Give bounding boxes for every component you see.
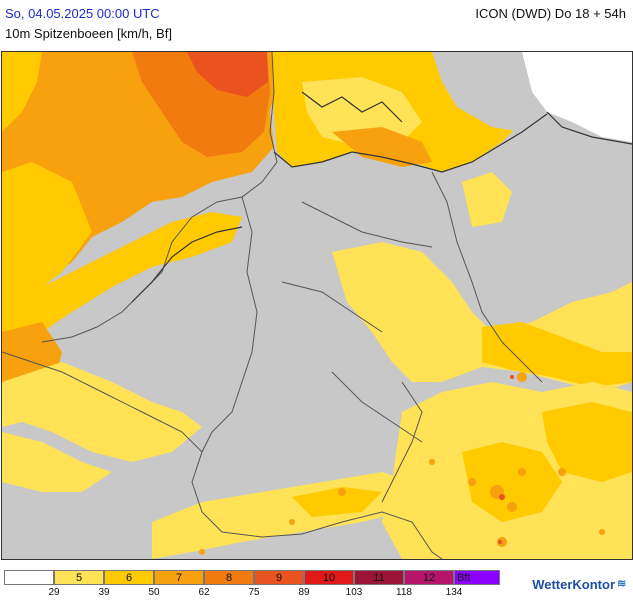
gust-zone-baltic-orange	[332, 127, 432, 167]
gust-zone-north-sea-peak	[187, 52, 268, 97]
gust-zone-poland-north	[462, 172, 512, 227]
legend-cell-7: 7	[154, 570, 204, 585]
brand-name: WetterKontor	[532, 577, 615, 592]
threshold-29: 29	[48, 587, 60, 598]
legend-label-bft: Bft	[457, 571, 471, 584]
legend-cell-10: 10	[304, 570, 354, 585]
legend-cell-8: 8	[204, 570, 254, 585]
legend-label-11: 11	[373, 571, 385, 584]
gust-zone-east-inner	[542, 402, 632, 482]
land-scandinavia	[432, 52, 547, 132]
gust-zone-alps-inner	[292, 487, 382, 517]
wind-icon: ≋	[617, 578, 627, 590]
legend-label-7: 7	[175, 571, 183, 584]
wind-gust-map	[1, 51, 633, 560]
threshold-89: 89	[298, 587, 310, 598]
legend-label-12: 12	[422, 571, 436, 584]
threshold-118: 118	[396, 587, 412, 598]
legend-cell-0	[4, 570, 54, 585]
legend-label-9: 9	[275, 571, 283, 584]
forecast-datetime: So, 04.05.2025 00:00 UTC	[5, 6, 160, 21]
threshold-103: 103	[345, 587, 363, 598]
legend-label-8: 8	[225, 571, 233, 584]
gust-zone-nw-corner	[2, 52, 42, 132]
gust-hotspots-strong	[498, 375, 514, 544]
brand-logo[interactable]: WetterKontor ≋	[532, 577, 627, 592]
legend-cell-11: 11	[354, 570, 404, 585]
map-subtitle: 10m Spitzenboeen [km/h, Bf]	[5, 26, 172, 41]
gust-zone-czech-ridge	[482, 322, 632, 387]
map-svg	[2, 52, 632, 559]
gust-zone-france-west	[2, 432, 112, 492]
legend-cell-12: 12	[404, 570, 454, 585]
gust-zone-west-coast	[2, 162, 92, 307]
country-borders	[2, 52, 543, 559]
gust-zone-channel	[2, 212, 242, 342]
legend-label-5: 5	[75, 571, 83, 584]
threshold-39: 39	[98, 587, 110, 598]
gust-zone-france-north	[2, 362, 202, 462]
color-legend: 5 6 7 8 9 10 11 12 Bft	[4, 570, 500, 585]
legend-cell-5: 5	[54, 570, 104, 585]
model-run-label: ICON (DWD) Do 18 + 54h	[475, 6, 626, 21]
threshold-50: 50	[148, 587, 160, 598]
legend-label-6: 6	[125, 571, 133, 584]
legend-thresholds: 29 39 50 62 75 89 103 118 134	[4, 587, 500, 599]
sea-area-northeast	[522, 52, 632, 142]
gust-zone-southeast-inner	[462, 442, 562, 522]
threshold-134: 134	[445, 587, 463, 598]
legend-cell-bft: Bft	[454, 570, 500, 585]
legend-cell-9: 9	[254, 570, 304, 585]
threshold-75: 75	[248, 587, 260, 598]
legend-cell-6: 6	[104, 570, 154, 585]
legend-label-10: 10	[322, 571, 336, 584]
coastlines	[131, 91, 632, 303]
threshold-62: 62	[198, 587, 210, 598]
